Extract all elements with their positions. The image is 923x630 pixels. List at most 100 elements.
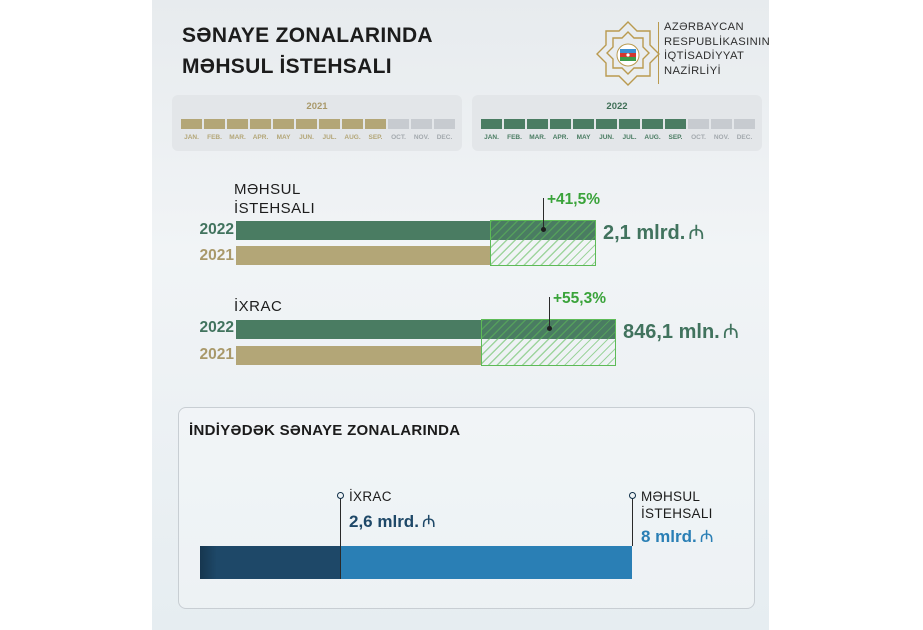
cumulative-export-value-text: 2,6 mlrd. [349, 512, 419, 531]
export-group-label: İXRAC [234, 297, 282, 316]
timeline-2022-month-label: JUL. [622, 134, 637, 141]
export-total-value: 846,1 mln. [623, 321, 720, 343]
timeline-2022-month-segment [596, 119, 617, 129]
production-total: 2,1 mlrd. ₼ [603, 218, 704, 245]
ministry-line-2: RESPUBLİKASININ [664, 35, 769, 48]
export-increase-label: +55,3% [553, 290, 607, 307]
timeline-2021-month-segment [411, 119, 432, 129]
cumulative-production-value: 8 mlrd. ₼ [641, 524, 714, 547]
cumulative-export-bar [200, 546, 340, 579]
cumulative-panel: İNDİYƏDƏK SƏNAYE ZONALARINDA İXRAC 2,6 m… [178, 407, 755, 609]
timeline-2021-month-label: APR. [252, 134, 269, 141]
timeline-2022-month-label: AUG. [644, 134, 661, 141]
timeline-2022-month-segment [550, 119, 571, 129]
timeline-2021-month-segment [342, 119, 363, 129]
export-bar-2021 [236, 346, 481, 365]
cumulative-production-value-text: 8 mlrd. [641, 527, 697, 546]
production-total-value: 2,1 mlrd. [603, 222, 686, 244]
timeline-2022-month-segment [573, 119, 594, 129]
timeline-2021-month-label: JUN. [299, 134, 314, 141]
timeline-2022-month-label: SEP. [668, 134, 683, 141]
timeline-2021-month-label: SEP. [368, 134, 383, 141]
export-increase-dot [547, 326, 552, 331]
timeline-2022-month-segment [665, 119, 686, 129]
timeline-2022-month-label: APR. [552, 134, 569, 141]
production-group-label: MƏHSUL İSTEHSALI [234, 180, 315, 218]
production-label-line-2: İSTEHSALI [234, 200, 316, 217]
timeline-2021-month-segment [365, 119, 386, 129]
timeline-2021-month-label: FEB. [207, 134, 222, 141]
timeline-2021-month-label: NOV. [413, 134, 430, 141]
export-label: İXRAC [234, 298, 283, 315]
cumulative-production-marker-dot [629, 492, 636, 499]
production-label-line-1: MƏHSUL [234, 181, 301, 198]
timeline-2022-month-label: JAN. [484, 134, 499, 141]
page-title: SƏNAYE ZONALARINDA MƏHSUL İSTEHSALI [182, 20, 433, 82]
timeline-2022-month-label: JUN. [599, 134, 614, 141]
timeline-2021: 2021 JAN. FEB. MAR. APR. MAY JUN. JUL. AUG. SEP.… [172, 95, 462, 151]
timeline-2021-month-label: JAN. [184, 134, 199, 141]
timeline-2022-month-label: NOV. [713, 134, 730, 141]
timeline-2022-month-label: FEB. [507, 134, 522, 141]
export-increase-leader [549, 297, 550, 326]
cumulative-production-label-line-2: İSTEHSALI [641, 506, 713, 521]
timeline-2021-month-label: JUL. [322, 134, 337, 141]
timeline-2022-month-label: MAR. [529, 134, 546, 141]
timeline-2022-month-label: DEC. [736, 134, 753, 141]
timeline-2021-month-label: MAR. [229, 134, 246, 141]
cumulative-export-label: İXRAC [349, 489, 392, 504]
timeline-2022: 2022 JAN. FEB. MAR. APR. MAY JUN. JUL. AUG. SEP.… [472, 95, 762, 151]
timeline-2022-month-segment [527, 119, 548, 129]
cumulative-export-marker-dot [337, 492, 344, 499]
cumulative-chart: İXRAC 2,6 mlrd. ₼ MƏHSUL İSTEHSALI 8 mlrd… [179, 408, 754, 608]
timeline-2022-month-segment [504, 119, 525, 129]
manat-icon: ₼ [722, 321, 739, 343]
timeline-year-2021: 2021 [306, 101, 328, 112]
production-year-2021-label: 2021 [199, 247, 234, 264]
cumulative-export-marker-line [340, 498, 341, 579]
timeline-2022-month-segment [734, 119, 755, 129]
manat-icon: ₼ [699, 527, 714, 546]
timeline-2022-month-segment [688, 119, 709, 129]
production-increase-leader [543, 198, 544, 227]
export-year-2021-label: 2021 [199, 346, 234, 363]
timeline-2021-month-label: OCT. [391, 134, 406, 141]
ministry-line-4: NAZİRLİYİ [664, 64, 722, 77]
title-line-1: SƏNAYE ZONALARINDA [182, 24, 433, 47]
timeline-2022-month-label: OCT. [691, 134, 706, 141]
timeline-2022-month-segment [481, 119, 502, 129]
timeline-2022-month-segment [711, 119, 732, 129]
ministry-line-1: AZƏRBAYCAN [664, 21, 744, 33]
production-increase-dot [541, 227, 546, 232]
cumulative-production-label: MƏHSUL İSTEHSALI [641, 488, 713, 522]
title-line-2: MƏHSUL İSTEHSALI [182, 55, 392, 78]
timeline-2021-month-segment [434, 119, 455, 129]
timeline-2021-month-segment [181, 119, 202, 129]
timeline-year-2022: 2022 [606, 101, 628, 112]
timeline-2021-month-segment [204, 119, 225, 129]
cumulative-production-label-line-1: MƏHSUL [641, 489, 701, 504]
cumulative-production-marker-line [632, 498, 633, 546]
infographic-canvas: SƏNAYE ZONALARINDA MƏHSUL İSTEHSALI AZƏR… [152, 0, 769, 630]
timeline-2022-month-segment [642, 119, 663, 129]
manat-icon: ₼ [688, 222, 705, 244]
timeline-2022-month-segment [619, 119, 640, 129]
ministry-emblem-icon [596, 21, 660, 86]
ministry-name: AZƏRBAYCAN RESPUBLİKASININ İQTİSADİYYAT … [664, 20, 769, 78]
timeline-2021-month-segment [227, 119, 248, 129]
timeline-2021-month-segment [319, 119, 340, 129]
manat-icon: ₼ [421, 512, 436, 531]
ministry-divider [658, 22, 659, 84]
timeline-2021-month-segment [250, 119, 271, 129]
ministry-line-3: İQTİSADİYYAT [664, 50, 745, 62]
timeline-2021-month-label: DEC. [436, 134, 453, 141]
timeline-2021-month-label: MAY [276, 134, 291, 141]
timeline-2021-month-segment [273, 119, 294, 129]
export-total: 846,1 mln. ₼ [623, 317, 739, 344]
production-bar-2021 [236, 246, 490, 265]
timeline-2021-month-segment [388, 119, 409, 129]
timeline-2022-month-label: MAY [576, 134, 591, 141]
timeline-2021-month-segment [296, 119, 317, 129]
production-increase-label: +41,5% [547, 191, 601, 208]
production-year-2022-label: 2022 [199, 221, 234, 238]
